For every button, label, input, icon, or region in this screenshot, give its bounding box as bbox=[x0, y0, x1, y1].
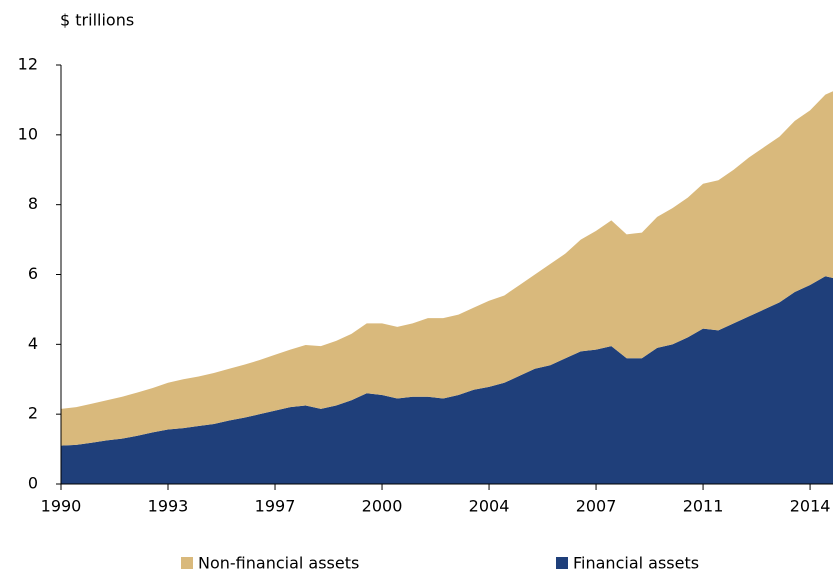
y-tick-label: 10 bbox=[18, 124, 38, 143]
x-tick-label: 2000 bbox=[362, 497, 403, 516]
x-tick-label: 2004 bbox=[469, 497, 510, 516]
plot-area bbox=[61, 91, 833, 484]
y-tick-label: 8 bbox=[28, 194, 38, 213]
y-tick-label: 4 bbox=[28, 334, 38, 353]
x-tick-label: 2007 bbox=[576, 497, 617, 516]
area bbox=[61, 276, 833, 484]
x-tick-label: 1993 bbox=[148, 497, 189, 516]
y-tick-label: 6 bbox=[28, 264, 38, 283]
x-tick-label: 2014 bbox=[790, 497, 831, 516]
x-tick-label: 1997 bbox=[255, 497, 296, 516]
legend-label: Financial assets bbox=[573, 554, 699, 573]
y-tick-label: 2 bbox=[28, 404, 38, 423]
legend-label: Non-financial assets bbox=[198, 554, 359, 573]
y-tick-label: 0 bbox=[28, 474, 38, 493]
legend-swatch bbox=[556, 557, 568, 569]
legend-swatch bbox=[181, 557, 193, 569]
y-axis-label: $ trillions bbox=[60, 11, 134, 30]
x-tick-label: 2011 bbox=[683, 497, 724, 516]
y-tick-label: 12 bbox=[18, 55, 38, 74]
area bbox=[61, 91, 833, 446]
x-tick-label: 1990 bbox=[41, 497, 82, 516]
